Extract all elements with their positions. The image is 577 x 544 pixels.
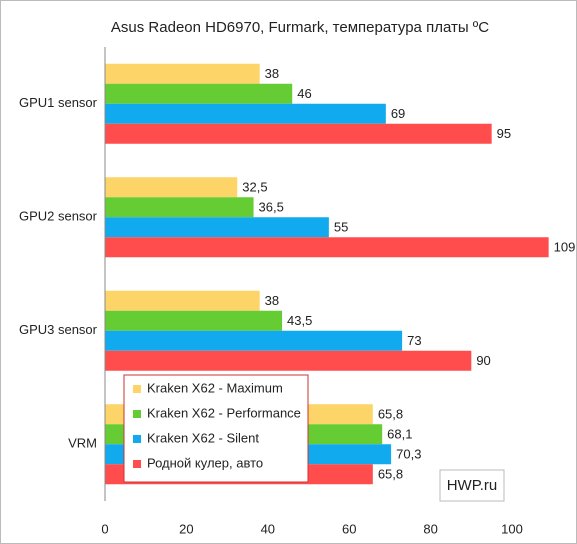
bar <box>105 177 238 198</box>
legend-label: Родной кулер, авто <box>147 455 263 470</box>
x-tick-label: 80 <box>423 521 437 536</box>
bar <box>105 217 329 238</box>
x-tick-label: 0 <box>101 521 108 536</box>
bar <box>105 350 472 371</box>
bar <box>105 83 293 104</box>
x-tick-label: 60 <box>342 521 356 536</box>
value-label: 73 <box>407 333 421 348</box>
x-tick-label: 20 <box>179 521 193 536</box>
y-tick-label: VRM <box>68 436 97 451</box>
value-label: 65,8 <box>378 407 403 422</box>
legend-label: Kraken X62 - Maximum <box>147 380 283 395</box>
value-label: 95 <box>497 126 511 141</box>
bar <box>105 103 386 124</box>
bar <box>105 330 403 351</box>
y-tick-label: GPU2 sensor <box>19 209 98 224</box>
value-label: 36,5 <box>259 200 284 215</box>
legend-label: Kraken X62 - Silent <box>147 430 259 445</box>
bar <box>105 237 549 258</box>
value-label: 38 <box>265 293 279 308</box>
bar <box>105 290 260 311</box>
watermark: HWP.ru <box>447 477 498 494</box>
value-label: 68,1 <box>387 427 412 442</box>
x-tick-label: 100 <box>501 521 523 536</box>
value-label: 38 <box>265 66 279 81</box>
bar <box>105 123 492 144</box>
chart-title: Asus Radeon HD6970, Furmark, температура… <box>111 19 489 36</box>
y-tick-label: GPU3 sensor <box>19 322 98 337</box>
value-label: 46 <box>297 86 311 101</box>
value-label: 32,5 <box>242 180 267 195</box>
value-label: 55 <box>334 220 348 235</box>
value-label: 65,8 <box>378 467 403 482</box>
legend-swatch <box>133 435 141 443</box>
value-label: 109 <box>554 240 576 255</box>
value-label: 70,3 <box>396 447 421 462</box>
y-tick-label: GPU1 sensor <box>19 95 98 110</box>
bar <box>105 63 260 84</box>
x-tick-label: 40 <box>261 521 275 536</box>
value-label: 43,5 <box>287 313 312 328</box>
legend-swatch <box>133 410 141 418</box>
legend-swatch <box>133 385 141 393</box>
legend-swatch <box>133 460 141 468</box>
legend-label: Kraken X62 - Performance <box>147 405 301 420</box>
value-label: 69 <box>391 106 405 121</box>
bar <box>105 197 254 218</box>
bar <box>105 310 283 331</box>
watermark-box <box>439 469 505 502</box>
legend-box <box>123 374 309 483</box>
value-label: 90 <box>476 353 490 368</box>
